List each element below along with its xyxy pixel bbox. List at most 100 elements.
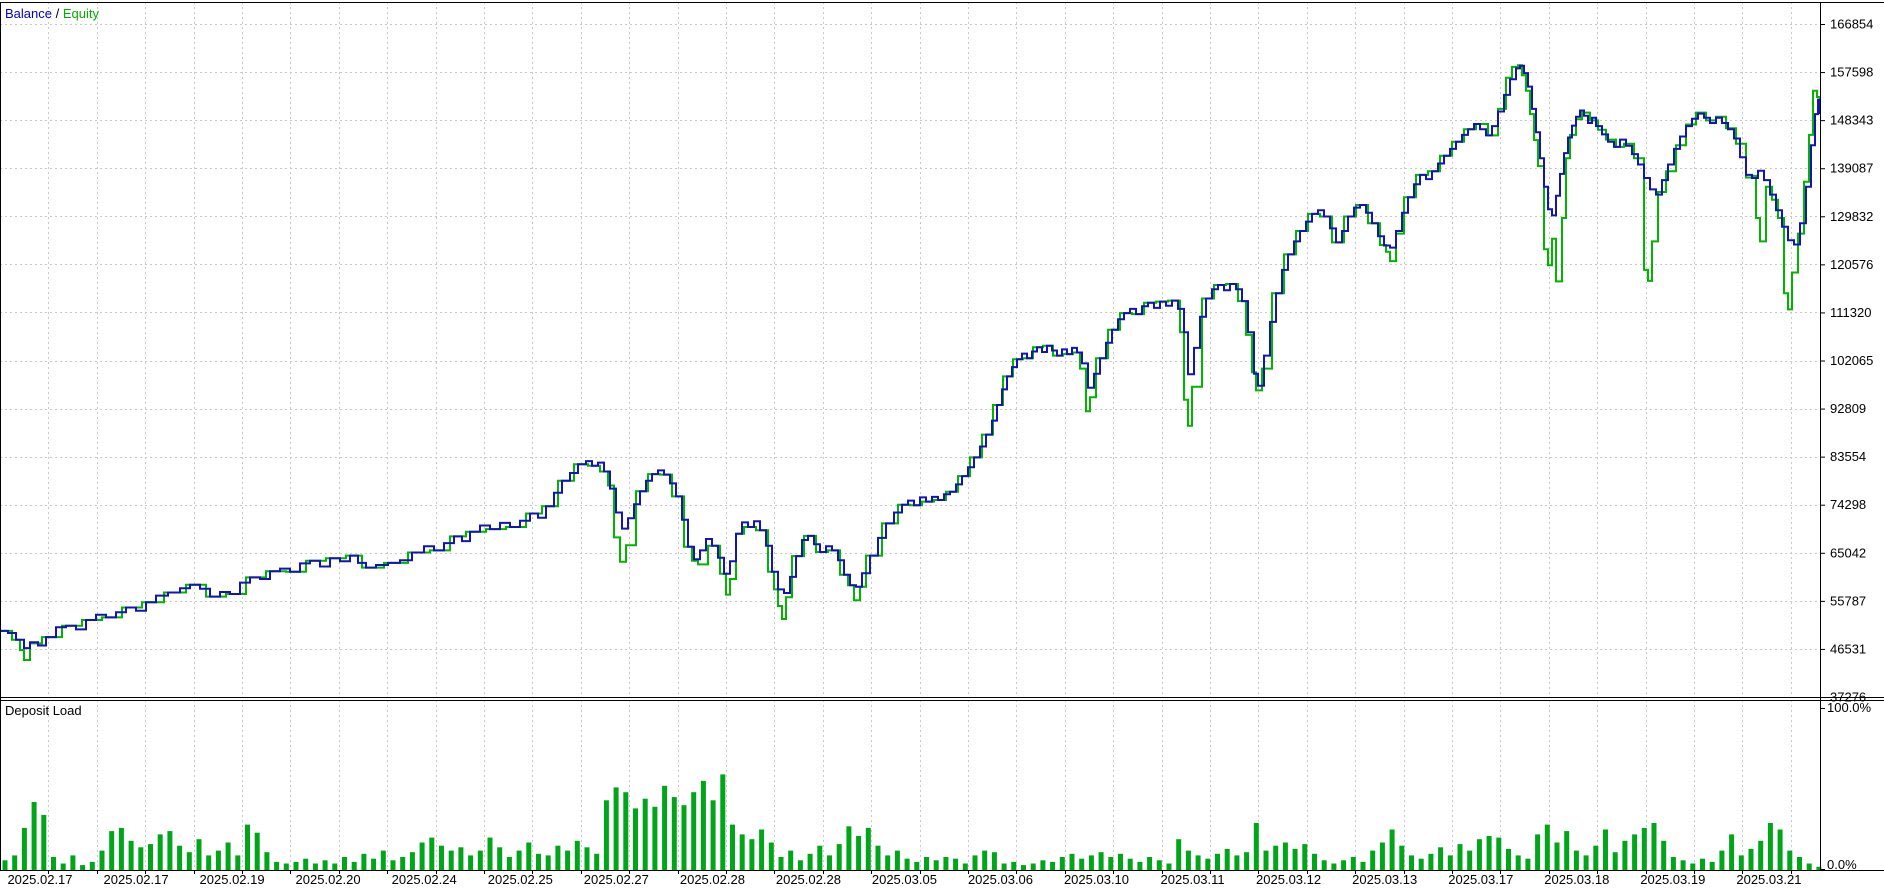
deposit-load-bar (1021, 865, 1026, 870)
deposit-load-bar (1273, 845, 1279, 870)
deposit-load-bar (924, 857, 929, 870)
deposit-load-bar (817, 845, 823, 870)
deposit-load-bar (1622, 840, 1628, 870)
y-axis-label: 166854 (1830, 17, 1873, 32)
deposit-load-bar (836, 844, 842, 870)
deposit-load-bar (991, 852, 997, 870)
deposit-load-bar (1079, 858, 1085, 870)
deposit-load-bar (1690, 863, 1696, 870)
deposit-load-bar (283, 863, 289, 870)
deposit-load-bar (1302, 844, 1308, 870)
deposit-load-bar (254, 832, 260, 870)
deposit-load-bar (1564, 831, 1570, 870)
deposit-load-bar (613, 787, 619, 870)
deposit-load-bar (1350, 857, 1356, 870)
deposit-load-bar (1729, 834, 1735, 870)
deposit-load-bar (264, 852, 270, 870)
y-axis-label: 55787 (1830, 593, 1866, 608)
deposit-load-bar (894, 850, 900, 870)
deposit-load-bar (555, 845, 561, 870)
balance-line (0, 64, 1821, 650)
deposit-load-bar (1554, 842, 1560, 870)
x-axis-label: 2025.03.19 (1640, 872, 1705, 887)
deposit-load-bar (468, 855, 474, 870)
x-axis-labels: 2025.02.17 2025.02.17 2025.02.19 2025.02.20… (7, 870, 1801, 887)
x-axis-label: 2025.02.19 (200, 872, 265, 887)
deposit-load-bar (400, 857, 406, 870)
y-axis-label: 65042 (1830, 545, 1866, 560)
deposit-load-bar (1176, 839, 1182, 870)
deposit-load-bar (1001, 863, 1007, 870)
deposit-load-bar (865, 827, 871, 870)
deposit-load-bar (1583, 855, 1589, 870)
deposit-load-bar (759, 829, 765, 870)
deposit-load-bar (448, 850, 454, 870)
deposit-load-bar (1011, 861, 1017, 870)
deposit-load-bar (739, 834, 745, 870)
deposit-load-bar (943, 857, 949, 870)
deposit-load-bar (1651, 823, 1657, 870)
deposit-load-bar (962, 863, 968, 870)
deposit-load-bar (846, 826, 852, 870)
y-axis-label: 157598 (1830, 65, 1873, 80)
deposit-load-bar (148, 844, 153, 870)
x-axis-label: 2025.02.27 (584, 872, 649, 887)
deposit-load-bar (235, 855, 241, 870)
deposit-load-bar (332, 863, 338, 870)
deposit-load-bar (419, 842, 425, 870)
deposit-load-bar (914, 861, 920, 870)
deposit-load-bar (1127, 858, 1133, 870)
y-axis-label: 92809 (1830, 401, 1866, 416)
axes (0, 2, 1884, 871)
deposit-load-bar (516, 850, 522, 870)
deposit-load-bar (856, 836, 862, 870)
deposit-load-bar (623, 792, 629, 870)
y-axis-label: 120576 (1830, 257, 1873, 272)
deposit-load-bar (60, 863, 66, 870)
deposit-load-bar (1680, 860, 1686, 870)
deposit-load-bar (439, 845, 444, 870)
x-axis-label: 2025.02.28 (680, 872, 745, 887)
deposit-load-bar (1506, 848, 1511, 870)
deposit-load-bar (1806, 863, 1812, 870)
y-axis-labels: 166854 157598 148343 139087 129832 120576 1113… (1820, 17, 1873, 705)
deposit-load-bar (380, 850, 386, 870)
deposit-load-bar (1544, 824, 1550, 870)
deposit-load-bar (1312, 853, 1317, 870)
deposit-load-max-label: 100.0% (1827, 700, 1872, 715)
deposit-load-bar (206, 855, 212, 870)
y-axis-label: 129832 (1830, 209, 1873, 224)
deposit-load-bar (89, 861, 95, 870)
deposit-load-bar (1457, 844, 1463, 870)
deposit-load-bar (642, 798, 648, 870)
deposit-load-bar (1244, 852, 1250, 870)
x-axis-label: 2025.03.06 (968, 872, 1033, 887)
deposit-load-bar (1370, 850, 1376, 870)
deposit-load-bar (594, 853, 600, 870)
deposit-load-bar (1030, 863, 1036, 870)
deposit-load-bar (118, 827, 124, 870)
deposit-load-bar (1205, 858, 1211, 870)
deposit-load-bars (2, 774, 1822, 870)
deposit-load-bar (1234, 855, 1240, 870)
x-axis-label: 2025.03.13 (1352, 872, 1417, 887)
deposit-load-bar (545, 855, 551, 870)
deposit-load-bar (1593, 845, 1599, 870)
deposit-load-bar (21, 827, 27, 870)
deposit-load-bar (1282, 842, 1288, 870)
deposit-load-bar (691, 792, 697, 870)
deposit-load-bar (1389, 829, 1395, 870)
y-axis-label: 83554 (1830, 449, 1866, 464)
x-axis-label: 2025.03.18 (1544, 872, 1609, 887)
deposit-load-bar (885, 855, 891, 870)
deposit-load-bar (720, 774, 726, 870)
deposit-load-bar (1166, 863, 1172, 870)
x-axis-label: 2025.03.05 (872, 872, 937, 887)
deposit-load-bar (506, 857, 512, 870)
deposit-load-bar (807, 853, 813, 870)
deposit-load-bar (1641, 827, 1647, 870)
deposit-load-bar (574, 840, 580, 870)
deposit-load-bar (1050, 861, 1056, 870)
deposit-load-bar (1787, 850, 1793, 870)
deposit-load-bar (1215, 853, 1220, 870)
